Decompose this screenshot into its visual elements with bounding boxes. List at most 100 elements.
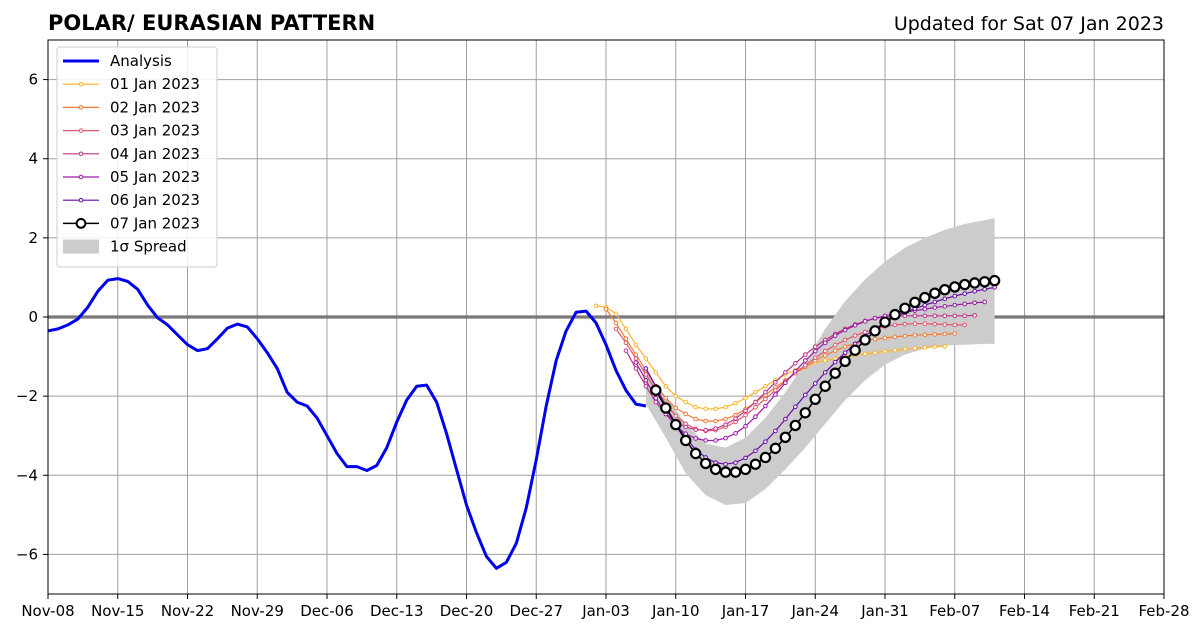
forecast-point-6	[821, 382, 830, 391]
legend-swatch-marker	[79, 129, 83, 133]
forecast-point-6	[661, 403, 670, 412]
forecast-point-3	[624, 349, 628, 353]
forecast-point-4	[794, 369, 798, 373]
legend-swatch-marker	[79, 82, 83, 86]
legend: Analysis01 Jan 202302 Jan 202303 Jan 202…	[57, 47, 217, 267]
forecast-point-0	[893, 348, 897, 352]
forecast-point-0	[863, 352, 867, 356]
x-tick-label: Feb-28	[1138, 602, 1189, 620]
forecast-point-0	[644, 357, 648, 361]
legend-label: 07 Jan 2023	[110, 214, 200, 232]
legend-swatch-marker	[79, 175, 83, 179]
forecast-point-0	[913, 346, 917, 350]
forecast-point-3	[714, 427, 718, 431]
forecast-point-0	[903, 347, 907, 351]
legend-label: 1σ Spread	[110, 238, 187, 256]
forecast-point-6	[880, 318, 889, 327]
forecast-point-4	[863, 320, 867, 324]
chart-title: POLAR/ EURASIAN PATTERN	[48, 11, 375, 35]
forecast-point-1	[913, 333, 917, 337]
forecast-point-1	[893, 335, 897, 339]
forecast-point-0	[654, 371, 658, 375]
forecast-point-5	[943, 297, 947, 301]
forecast-point-4	[724, 436, 728, 440]
forecast-point-0	[594, 304, 598, 308]
analysis-line	[48, 279, 646, 569]
forecast-point-2	[943, 323, 947, 327]
forecast-point-4	[973, 301, 977, 305]
x-tick-label: Feb-21	[1069, 602, 1120, 620]
forecast-point-2	[933, 322, 937, 326]
forecast-point-2	[843, 338, 847, 342]
forecast-point-1	[664, 396, 668, 400]
forecast-point-2	[624, 341, 628, 345]
forecast-point-0	[724, 405, 728, 409]
forecast-point-2	[953, 323, 957, 327]
legend-label: 05 Jan 2023	[110, 168, 200, 186]
y-tick-label: 2	[28, 229, 38, 247]
forecast-point-6	[741, 465, 750, 474]
legend-label: 01 Jan 2023	[110, 75, 200, 93]
forecast-point-1	[833, 349, 837, 353]
forecast-point-4	[774, 393, 778, 397]
forecast-point-1	[843, 345, 847, 349]
forecast-point-3	[913, 314, 917, 318]
forecast-point-6	[791, 421, 800, 430]
legend-swatch-marker	[79, 152, 83, 156]
forecast-point-4	[714, 439, 718, 443]
forecast-point-2	[963, 323, 967, 327]
forecast-point-6	[701, 459, 710, 468]
legend-label: 04 Jan 2023	[110, 145, 200, 163]
forecast-point-2	[744, 413, 748, 417]
forecast-point-5	[813, 382, 817, 386]
x-tick-label: Dec-13	[370, 602, 424, 620]
forecast-point-4	[873, 316, 877, 320]
forecast-point-6	[910, 298, 919, 307]
forecast-point-0	[694, 405, 698, 409]
forecast-point-5	[734, 461, 738, 465]
y-tick-label: 6	[28, 71, 38, 89]
forecast-point-2	[644, 373, 648, 377]
forecast-point-0	[943, 344, 947, 348]
forecast-point-2	[863, 330, 867, 334]
forecast-point-5	[803, 393, 807, 397]
forecast-point-3	[724, 423, 728, 427]
legend-swatch-marker	[79, 198, 83, 202]
forecast-point-6	[771, 444, 780, 453]
forecast-point-6	[860, 335, 869, 344]
forecast-point-6	[721, 468, 730, 477]
forecast-point-6	[711, 465, 720, 474]
y-tick-label: 4	[28, 150, 38, 168]
forecast-point-5	[774, 429, 778, 433]
forecast-point-5	[973, 289, 977, 293]
forecast-point-3	[684, 425, 688, 429]
forecast-point-5	[744, 456, 748, 460]
forecast-point-0	[714, 407, 718, 411]
forecast-point-4	[843, 328, 847, 332]
forecast-point-6	[890, 310, 899, 319]
forecast-point-2	[803, 363, 807, 367]
forecast-point-3	[764, 390, 768, 394]
forecast-point-3	[794, 361, 798, 365]
forecast-point-6	[960, 280, 969, 289]
forecast-point-6	[761, 453, 770, 462]
forecast-point-1	[933, 333, 937, 337]
forecast-point-2	[614, 327, 618, 331]
forecast-point-6	[980, 277, 989, 286]
forecast-point-4	[923, 307, 927, 311]
forecast-point-3	[634, 367, 638, 371]
forecast-point-2	[634, 357, 638, 361]
forecast-point-5	[764, 440, 768, 444]
x-tick-label: Nov-08	[21, 602, 74, 620]
forecast-point-0	[764, 384, 768, 388]
forecast-point-3	[973, 314, 977, 318]
forecast-point-3	[923, 314, 927, 318]
forecast-point-6	[900, 304, 909, 313]
forecast-point-4	[943, 305, 947, 309]
series-group	[48, 218, 999, 568]
forecast-point-6	[841, 357, 850, 366]
forecast-point-1	[734, 413, 738, 417]
legend-label: 03 Jan 2023	[110, 122, 200, 140]
forecast-point-0	[704, 407, 708, 411]
x-tick-label: Jan-03	[581, 602, 630, 620]
